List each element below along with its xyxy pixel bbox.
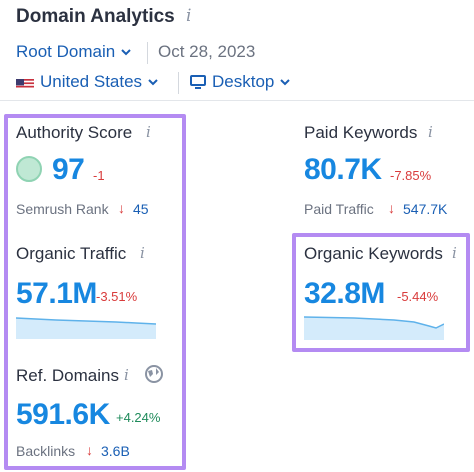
right-metrics-highlight <box>292 233 470 352</box>
root-domain-label: Root Domain <box>16 42 116 61</box>
info-icon[interactable]: i <box>186 6 192 26</box>
info-icon[interactable]: i <box>140 244 145 262</box>
root-domain-dropdown[interactable]: Root Domain <box>16 42 131 62</box>
device-label: Desktop <box>212 72 275 91</box>
info-icon[interactable]: i <box>124 366 129 384</box>
authority-score-value[interactable]: 97 <box>52 153 85 186</box>
authority-score-label: Authority Score <box>16 123 133 142</box>
semrush-rank-value[interactable]: 45 <box>133 201 149 217</box>
device-dropdown[interactable]: Desktop <box>190 72 291 92</box>
organic-traffic-change: -3.51% <box>96 289 138 304</box>
authority-score-circle-icon <box>16 156 42 182</box>
paid-keywords-change: -7.85% <box>390 168 432 183</box>
info-icon[interactable]: i <box>428 123 433 141</box>
organic-keywords-label: Organic Keywords <box>304 244 443 263</box>
header-divider <box>0 100 474 101</box>
ref-domains-change: +4.24% <box>116 410 161 425</box>
arrow-down-icon: ↓ <box>118 200 125 216</box>
paid-keywords-value[interactable]: 80.7K <box>304 153 382 186</box>
organic-traffic-label: Organic Traffic <box>16 244 127 263</box>
organic-keywords-sparkline <box>304 316 444 340</box>
country-label: United States <box>40 72 143 91</box>
left-metrics-highlight <box>4 114 186 470</box>
arrow-down-icon: ↓ <box>86 442 93 458</box>
organic-keywords-value[interactable]: 32.8M <box>304 277 385 310</box>
organic-keywords-change: -5.44% <box>397 289 439 304</box>
globe-icon[interactable] <box>144 364 164 384</box>
organic-traffic-sparkline <box>16 317 156 339</box>
separator <box>178 72 179 94</box>
semrush-rank-label: Semrush Rank <box>16 201 109 217</box>
desktop-icon <box>190 75 206 89</box>
backlinks-label: Backlinks <box>16 443 76 459</box>
info-icon[interactable]: i <box>146 123 151 141</box>
organic-traffic-value[interactable]: 57.1M <box>16 277 97 310</box>
paid-traffic-label: Paid Traffic <box>304 201 374 217</box>
info-icon[interactable]: i <box>452 244 457 262</box>
backlinks-value[interactable]: 3.6B <box>101 443 130 459</box>
arrow-down-icon: ↓ <box>388 200 395 216</box>
ref-domains-value[interactable]: 591.6K <box>16 398 110 431</box>
ref-domains-label: Ref. Domains <box>16 366 119 385</box>
country-dropdown[interactable]: United States <box>16 72 158 92</box>
paid-traffic-value[interactable]: 547.7K <box>403 201 448 217</box>
us-flag-icon <box>16 76 34 88</box>
chevron-down-icon <box>121 49 131 56</box>
authority-score-change: -1 <box>93 168 105 183</box>
chevron-down-icon <box>148 79 158 86</box>
page-title: Domain Analytics <box>16 6 175 27</box>
chevron-down-icon <box>280 79 291 86</box>
separator <box>147 42 148 64</box>
date-label: Oct 28, 2023 <box>158 42 256 61</box>
paid-keywords-label: Paid Keywords <box>304 123 418 142</box>
